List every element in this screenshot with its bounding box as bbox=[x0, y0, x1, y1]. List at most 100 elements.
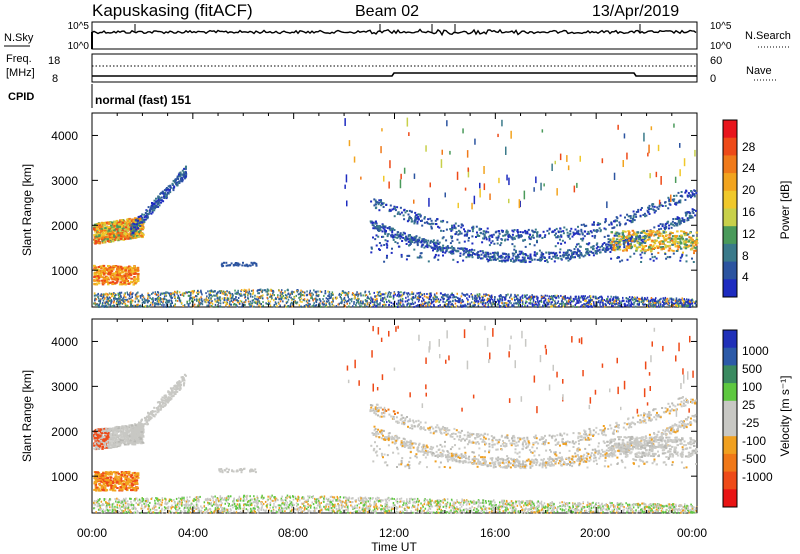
data-point bbox=[521, 300, 524, 303]
data-point bbox=[196, 298, 198, 301]
data-point bbox=[171, 302, 173, 304]
data-point bbox=[374, 199, 377, 202]
data-point bbox=[134, 268, 137, 271]
data-point bbox=[161, 298, 164, 300]
data-point bbox=[353, 294, 356, 297]
data-point bbox=[531, 303, 534, 306]
data-point bbox=[510, 293, 512, 296]
data-point bbox=[362, 300, 364, 303]
data-point bbox=[252, 299, 255, 302]
data-point bbox=[108, 236, 112, 239]
data-point bbox=[500, 229, 503, 232]
data-point bbox=[691, 304, 694, 307]
data-point bbox=[378, 291, 380, 294]
data-point bbox=[459, 255, 462, 257]
data-point bbox=[122, 278, 126, 281]
data-point bbox=[107, 229, 111, 232]
data-point bbox=[513, 296, 516, 299]
data-point bbox=[507, 236, 510, 238]
data-point bbox=[188, 299, 191, 302]
data-point bbox=[128, 294, 131, 296]
data-point bbox=[487, 305, 489, 308]
data-point bbox=[425, 296, 428, 299]
data-point bbox=[306, 290, 308, 293]
data-point bbox=[491, 295, 493, 298]
data-point bbox=[227, 297, 230, 300]
data-point bbox=[674, 222, 677, 225]
data-point bbox=[557, 231, 560, 234]
data-point bbox=[622, 296, 624, 299]
data-point bbox=[178, 180, 181, 183]
data-point bbox=[670, 249, 673, 252]
data-point bbox=[513, 302, 515, 305]
data-point bbox=[440, 296, 443, 299]
data-point bbox=[223, 297, 226, 300]
data-point bbox=[133, 223, 136, 226]
data-point bbox=[377, 203, 380, 206]
data-point bbox=[464, 247, 467, 250]
data-point bbox=[192, 305, 195, 308]
data-point bbox=[415, 214, 418, 216]
data-point bbox=[159, 198, 162, 201]
data-point bbox=[107, 283, 110, 286]
data-point bbox=[243, 293, 245, 296]
data-point bbox=[391, 229, 394, 232]
data-point bbox=[683, 298, 685, 301]
data-point bbox=[659, 223, 662, 226]
data-point bbox=[311, 305, 313, 308]
data-point bbox=[127, 275, 131, 278]
data-point bbox=[248, 303, 251, 306]
data-point bbox=[107, 226, 111, 229]
data-point bbox=[447, 303, 449, 306]
data-point bbox=[457, 229, 460, 232]
data-point bbox=[315, 304, 317, 307]
data-point bbox=[187, 294, 190, 297]
data-point bbox=[116, 278, 119, 281]
data-point bbox=[559, 303, 562, 305]
data-point bbox=[117, 300, 120, 303]
data-point bbox=[583, 303, 585, 306]
data-point bbox=[259, 296, 261, 299]
data-point bbox=[421, 300, 423, 303]
data-point bbox=[445, 228, 448, 231]
data-point bbox=[163, 297, 165, 300]
data-point bbox=[276, 305, 278, 308]
data-point bbox=[471, 256, 474, 259]
data-point bbox=[486, 258, 489, 261]
data-point bbox=[128, 265, 131, 268]
data-point bbox=[234, 292, 236, 295]
data-point bbox=[541, 237, 544, 239]
data-point bbox=[478, 235, 481, 237]
data-point bbox=[125, 277, 128, 280]
data-point bbox=[549, 251, 552, 254]
data-point bbox=[153, 199, 156, 202]
data-point bbox=[117, 265, 120, 268]
data-point bbox=[397, 235, 400, 238]
data-point bbox=[437, 225, 439, 228]
data-point bbox=[488, 299, 490, 302]
data-point bbox=[113, 239, 116, 242]
data-point bbox=[94, 271, 97, 274]
data-point bbox=[493, 254, 496, 257]
data-point bbox=[119, 305, 121, 308]
data-point bbox=[108, 296, 111, 299]
data-point bbox=[590, 303, 593, 305]
data-point bbox=[117, 227, 120, 230]
data-point bbox=[252, 291, 255, 294]
data-point bbox=[443, 305, 446, 308]
data-point bbox=[214, 303, 217, 306]
data-point bbox=[221, 262, 224, 265]
data-point bbox=[498, 303, 500, 306]
data-point bbox=[223, 261, 225, 264]
data-point bbox=[506, 238, 509, 241]
data-point bbox=[451, 303, 453, 305]
data-point bbox=[154, 303, 156, 306]
data-point bbox=[605, 300, 607, 303]
data-point bbox=[651, 305, 654, 308]
data-point bbox=[343, 299, 345, 302]
data-point bbox=[129, 293, 132, 296]
data-point bbox=[588, 254, 591, 257]
data-point bbox=[374, 238, 377, 241]
data-point bbox=[505, 231, 508, 234]
data-point bbox=[197, 292, 199, 295]
